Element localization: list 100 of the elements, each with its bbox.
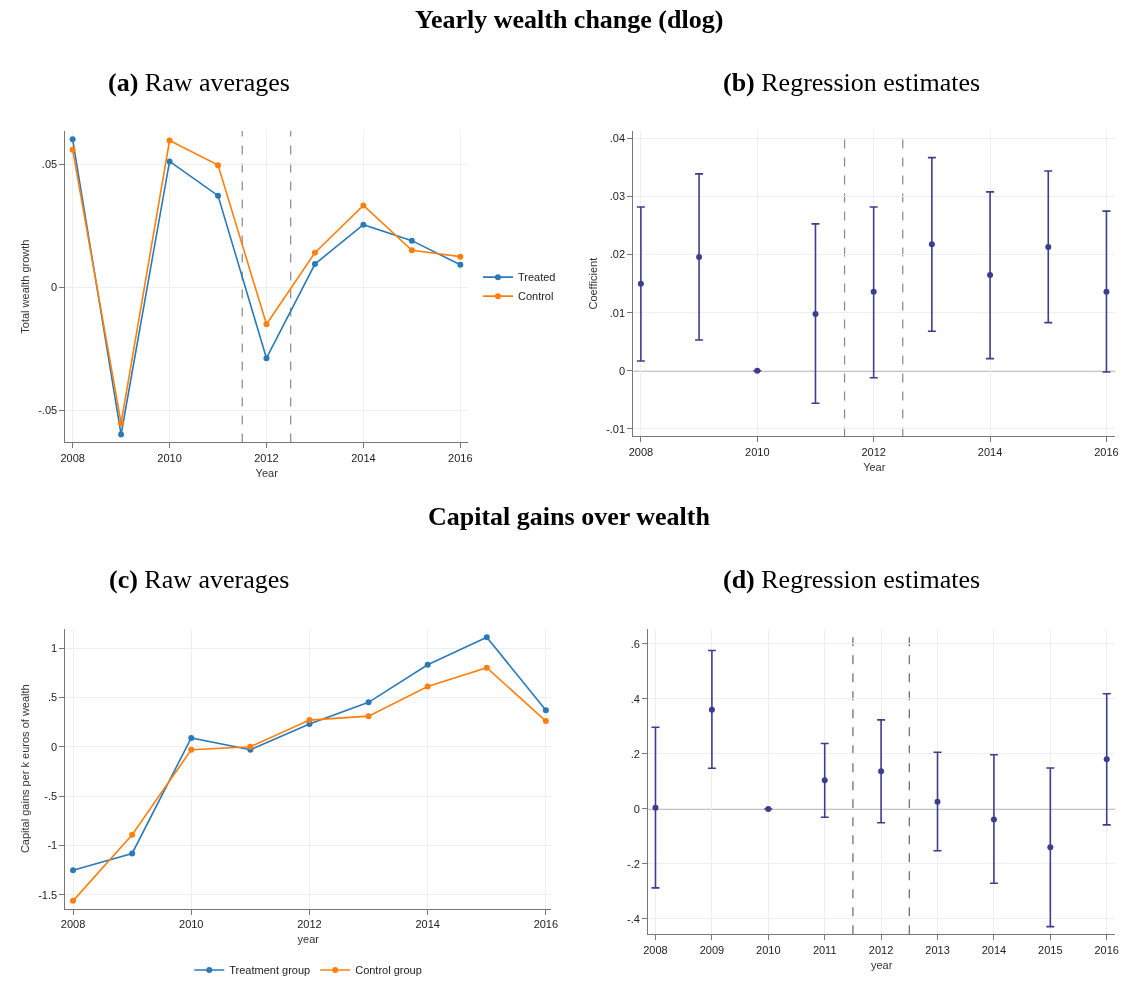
y-tick-label: -1 xyxy=(47,839,58,852)
point xyxy=(542,707,549,714)
point xyxy=(457,261,464,268)
x-tick-label: 2012 xyxy=(868,943,894,956)
y-tick-label: .2 xyxy=(630,747,640,760)
chart-title: (b) Regression estimates xyxy=(723,68,981,97)
y-axis-title: Total wealth growth xyxy=(18,239,31,334)
x-tick-label: 2016 xyxy=(1094,445,1119,458)
point xyxy=(118,420,125,427)
point xyxy=(1103,756,1110,763)
point xyxy=(263,321,270,328)
point xyxy=(812,310,819,317)
y-tick-label: .02 xyxy=(609,248,626,261)
point xyxy=(483,664,490,671)
x-axis-title: Year xyxy=(255,466,279,479)
x-tick-label: 2010 xyxy=(179,917,204,930)
point xyxy=(934,798,941,805)
point xyxy=(188,734,195,741)
y-tick-label: 0 xyxy=(51,281,58,294)
point xyxy=(69,146,76,153)
point xyxy=(129,850,136,857)
legend-label: Control xyxy=(517,290,554,303)
point xyxy=(1045,244,1052,251)
point xyxy=(215,162,222,169)
y-tick-label: -.4 xyxy=(627,912,640,925)
x-tick-label: 2014 xyxy=(351,451,376,464)
point xyxy=(878,768,885,775)
point xyxy=(483,634,490,641)
point xyxy=(215,192,222,199)
point xyxy=(424,661,431,668)
x-tick-label: 2011 xyxy=(812,943,837,956)
x-tick-label: 2014 xyxy=(415,917,440,930)
x-tick-label: 2008 xyxy=(628,445,654,458)
point xyxy=(1047,844,1054,851)
point xyxy=(408,247,415,254)
point xyxy=(306,717,313,724)
y-tick-label: 0 xyxy=(618,364,626,377)
point xyxy=(360,221,367,228)
y-tick-label: 0 xyxy=(633,802,640,815)
chart-title: (a) Raw averages xyxy=(108,68,290,97)
x-axis-title: year xyxy=(297,932,320,945)
y-tick-label: -.2 xyxy=(627,857,640,870)
point xyxy=(70,867,77,874)
point xyxy=(118,431,125,438)
point xyxy=(870,288,877,295)
chart-title: (d) Regression estimates xyxy=(723,565,981,594)
point xyxy=(990,816,997,823)
point xyxy=(821,777,828,784)
point xyxy=(424,683,431,690)
x-tick-label: 2016 xyxy=(448,451,473,464)
x-tick-label: 2008 xyxy=(643,943,668,956)
point xyxy=(311,249,318,256)
point xyxy=(928,241,935,248)
point xyxy=(1103,288,1110,295)
y-tick-label: .04 xyxy=(609,132,626,145)
x-tick-label: 2010 xyxy=(745,445,770,458)
point xyxy=(457,253,464,260)
point xyxy=(360,202,367,209)
x-tick-label: 2014 xyxy=(977,445,1003,458)
legend-label: Treatment group xyxy=(229,964,311,977)
y-tick-label: 0 xyxy=(51,740,58,753)
point xyxy=(652,804,659,811)
x-tick-label: 2012 xyxy=(297,917,322,930)
text: Yearly wealth change (dlog) xyxy=(415,5,724,34)
point xyxy=(987,271,994,278)
point xyxy=(70,897,77,904)
point xyxy=(408,237,415,244)
text: Capital gains over wealth xyxy=(428,502,711,531)
y-tick-label: .6 xyxy=(630,637,640,650)
x-tick-label: 2013 xyxy=(925,943,950,956)
y-axis-title: Coefficient xyxy=(586,257,599,310)
point xyxy=(166,137,173,144)
y-tick-label: -.01 xyxy=(606,422,626,435)
x-axis-title: Year xyxy=(863,460,886,473)
x-tick-label: 2012 xyxy=(861,445,886,458)
y-tick-label: .5 xyxy=(47,691,58,704)
y-tick-label: .4 xyxy=(630,692,640,705)
x-tick-label: 2010 xyxy=(157,451,182,464)
point xyxy=(69,136,76,143)
y-tick-label: .01 xyxy=(609,306,626,319)
y-tick-label: -.05 xyxy=(38,404,58,417)
point xyxy=(129,831,136,838)
y-tick-label: -1.5 xyxy=(38,888,58,901)
point xyxy=(365,699,372,706)
x-tick-label: 2010 xyxy=(756,943,781,956)
x-tick-label: 2016 xyxy=(533,917,559,930)
x-tick-label: 2008 xyxy=(60,917,86,930)
x-tick-label: 2014 xyxy=(981,943,1007,956)
x-axis-title: year xyxy=(870,958,893,971)
y-tick-label: -.5 xyxy=(44,790,58,803)
y-axis-title: Capital gains per k euros of wealth xyxy=(18,684,31,854)
x-tick-label: 2012 xyxy=(254,451,279,464)
point xyxy=(365,713,372,720)
point xyxy=(263,355,270,362)
y-tick-label: 1 xyxy=(51,641,58,654)
legend-label: Control group xyxy=(355,964,422,977)
x-tick-label: 2008 xyxy=(60,451,85,464)
point xyxy=(637,280,644,287)
point xyxy=(188,746,195,753)
legend-label: Treated xyxy=(517,271,556,284)
